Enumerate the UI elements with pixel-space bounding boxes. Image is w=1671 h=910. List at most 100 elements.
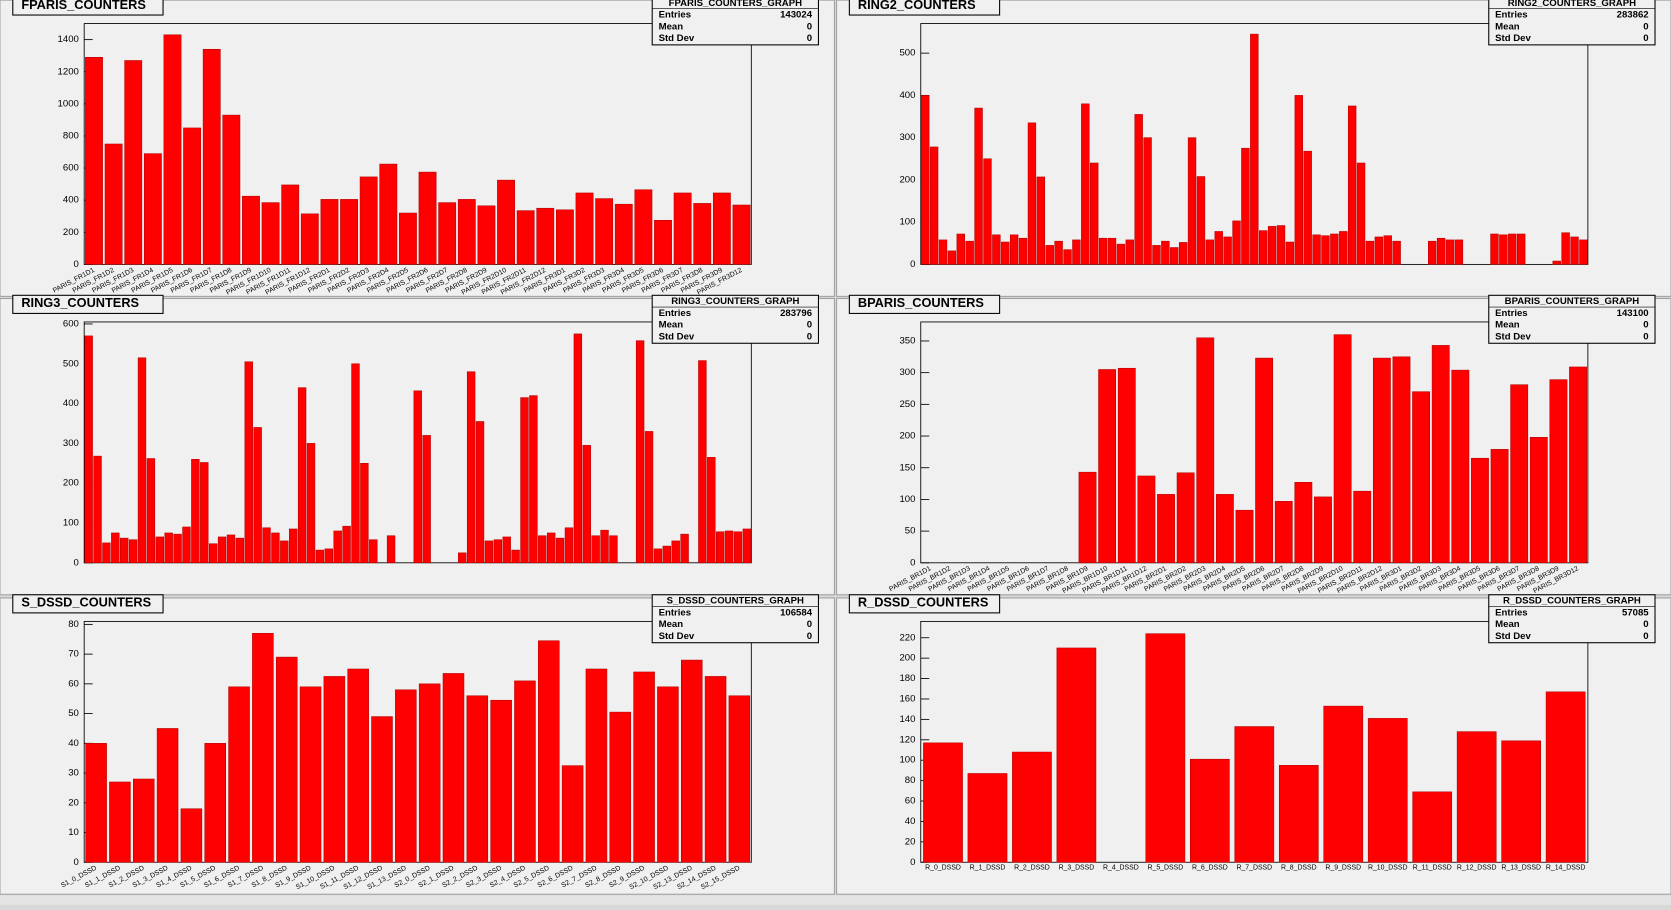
title-box [848, 294, 1001, 314]
bar [244, 361, 253, 564]
bar [1545, 691, 1586, 863]
bar [156, 728, 179, 863]
bar [724, 530, 734, 564]
bar [458, 552, 467, 564]
bar [1012, 751, 1052, 863]
bar [633, 671, 655, 863]
bar [333, 530, 342, 564]
y-tick-label: 100 [899, 494, 915, 505]
bar [1161, 240, 1170, 265]
y-tick-label: 800 [63, 130, 79, 141]
bar [1196, 176, 1206, 265]
stats-value: 283796 [780, 308, 812, 319]
bar [733, 531, 743, 564]
bar [1276, 225, 1286, 265]
y-tick-label: 200 [63, 478, 79, 489]
bar [1152, 245, 1161, 265]
bar [600, 529, 609, 564]
bar [1176, 472, 1195, 564]
x-tick-label: R_9_DSSD [1325, 864, 1361, 871]
bar [595, 198, 614, 265]
y-tick-label: 1200 [58, 66, 79, 77]
bar [585, 668, 608, 863]
bar [671, 540, 680, 564]
bar [1232, 220, 1241, 265]
bar [732, 204, 751, 265]
stats-value: 0 [1643, 21, 1648, 32]
bar [561, 765, 584, 863]
stats-label: Std Dev [659, 331, 695, 342]
bar [183, 127, 202, 265]
y-tick-label: 160 [899, 694, 915, 705]
bar [1187, 137, 1197, 265]
bar [1412, 791, 1453, 863]
bar [573, 333, 583, 564]
bar [1569, 366, 1587, 564]
bar [1516, 233, 1526, 265]
stats-value: 0 [1643, 331, 1648, 342]
bar [1001, 241, 1010, 265]
chart-title: S_DSSD_COUNTERS [21, 595, 151, 610]
y-tick-label: 300 [63, 438, 79, 449]
bar [1255, 357, 1274, 564]
y-tick-label: 400 [63, 195, 79, 206]
bar [1445, 239, 1455, 265]
bar [1250, 33, 1259, 265]
bar [306, 443, 316, 564]
stats-name: RING3_COUNTERS_GRAPH [671, 296, 799, 307]
x-tick-label: R_7_DSSD [1236, 864, 1272, 871]
bar [466, 371, 476, 564]
x-tick-label: R_11_DSSD [1413, 864, 1452, 871]
bar [1374, 236, 1384, 265]
bar [680, 533, 689, 564]
bar [261, 202, 280, 265]
stats-box [651, 594, 819, 644]
bar [644, 431, 654, 564]
y-tick-label: 0 [74, 259, 79, 270]
bar [200, 462, 209, 564]
bar [1145, 633, 1186, 863]
y-tick-label: 0 [910, 259, 915, 270]
bar [155, 536, 164, 564]
bar [226, 534, 236, 564]
y-tick-label: 20 [68, 797, 79, 808]
bar [395, 689, 417, 863]
y-tick-label: 500 [899, 48, 915, 59]
bar [1383, 235, 1392, 265]
bar [693, 203, 712, 265]
stats-value: 283862 [1617, 10, 1649, 21]
bar [202, 48, 221, 265]
y-tick-label: 400 [899, 90, 915, 101]
bar [634, 189, 653, 265]
stats-value: 0 [807, 320, 812, 331]
bar [93, 455, 102, 564]
bar [1178, 242, 1188, 265]
bar [442, 673, 465, 863]
bar [1501, 740, 1541, 863]
bar [180, 808, 203, 863]
stats-label: Entries [1495, 10, 1527, 21]
bar [704, 676, 727, 863]
bar [707, 457, 716, 564]
y-tick-label: 60 [68, 678, 79, 689]
bar [289, 528, 298, 564]
bar [124, 60, 143, 265]
bar [418, 171, 437, 265]
stats-label: Std Dev [1495, 331, 1531, 342]
chart-title: BPARIS_COUNTERS [858, 295, 985, 310]
stats-value: 0 [1643, 619, 1648, 630]
bar [359, 176, 378, 265]
title-box [12, 594, 164, 614]
y-tick-label: 100 [63, 518, 79, 529]
stats-value: 57085 [1622, 607, 1649, 618]
bar [1235, 509, 1254, 564]
bar [1347, 105, 1357, 265]
bar [1436, 237, 1446, 265]
y-tick-label: 150 [899, 462, 915, 473]
bar [1215, 494, 1234, 564]
bar [947, 250, 957, 265]
stats-value: 143024 [780, 10, 813, 21]
y-tick-label: 300 [899, 132, 915, 143]
bar [1454, 239, 1464, 265]
bar [323, 676, 346, 863]
